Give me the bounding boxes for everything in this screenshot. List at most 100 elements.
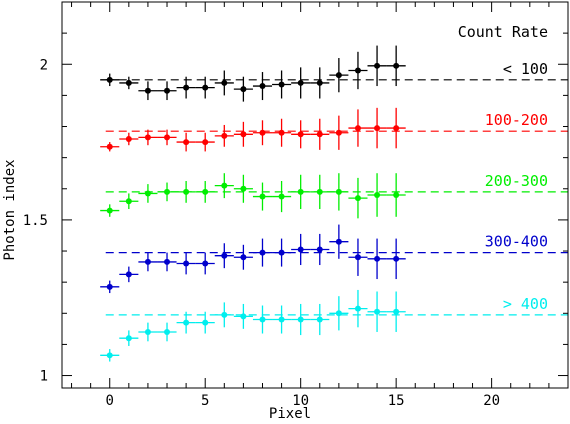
data-point: [106, 283, 113, 290]
x-tick-label: 0: [106, 393, 114, 409]
data-point: [374, 192, 381, 198]
legend-title: Count Rate: [458, 23, 548, 41]
data-point: [259, 249, 266, 256]
data-point: [164, 134, 171, 141]
data-point: [374, 62, 381, 69]
x-tick-label: 15: [388, 393, 405, 409]
x-tick-label: 20: [483, 393, 500, 409]
data-point: [221, 182, 228, 189]
y-axis-label: Photon index: [2, 159, 18, 260]
data-point: [164, 258, 171, 265]
data-point: [354, 305, 361, 312]
data-point: [335, 129, 342, 136]
data-point: [278, 81, 285, 88]
data-point: [144, 87, 151, 94]
y-tick-label: 1: [40, 369, 48, 385]
data-point: [144, 258, 151, 265]
data-point: [164, 188, 171, 195]
data-point: [240, 254, 247, 261]
data-point: [278, 193, 285, 200]
data-point: [106, 352, 113, 359]
data-point: [354, 254, 361, 261]
data-point: [202, 260, 209, 267]
data-point: [259, 83, 266, 90]
data-point: [316, 131, 323, 138]
data-point: [202, 84, 209, 91]
data-point: [125, 271, 132, 278]
data-point: [297, 246, 304, 253]
data-point: [221, 311, 228, 318]
data-point: [354, 195, 361, 202]
data-point: [259, 129, 266, 136]
data-point: [221, 252, 228, 259]
data-point: [335, 72, 342, 79]
data-point: [297, 131, 304, 138]
labels-layer: Pixel Photon index Count Rate: [2, 23, 548, 422]
y-tick-label: 1.5: [23, 213, 48, 229]
data-point: [278, 316, 285, 323]
x-tick-label: 10: [292, 393, 309, 409]
data-point: [183, 84, 190, 91]
data-point: [374, 125, 381, 132]
data-point: [354, 125, 361, 132]
data-point: [316, 316, 323, 323]
data-point: [297, 79, 304, 86]
plot-frame: [61, 1, 569, 389]
data-point: [221, 132, 228, 139]
data-point: [125, 79, 132, 86]
data-point: [297, 316, 304, 323]
data-point: [144, 190, 151, 197]
data-point: [106, 207, 113, 214]
legend-label: 300-400: [485, 233, 548, 251]
data-point: [393, 255, 400, 262]
data-points-layer: [100, 45, 406, 362]
data-point: [125, 198, 132, 205]
data-point: [335, 238, 342, 245]
data-point: [240, 313, 247, 320]
axes-layer: 0 5 10 15 20 1 1.5 2: [23, 1, 569, 409]
data-point: [106, 143, 113, 150]
data-point: [183, 319, 190, 326]
legend-label: 100-200: [485, 111, 548, 129]
data-point: [240, 131, 247, 138]
data-point: [221, 79, 228, 86]
legend-label: 200-300: [485, 172, 548, 190]
data-point: [202, 139, 209, 146]
data-point: [144, 328, 151, 335]
data-point: [335, 188, 342, 195]
legend-label: > 400: [503, 295, 548, 313]
data-point: [393, 192, 400, 198]
data-point: [316, 79, 323, 86]
data-point: [316, 246, 323, 253]
data-point: [125, 335, 132, 342]
x-axis-label: Pixel: [269, 406, 311, 422]
data-point: [259, 316, 266, 323]
data-point: [125, 135, 132, 142]
data-point: [183, 188, 190, 195]
data-point: [335, 310, 342, 317]
reference-lines-layer: < 100 100-200 200-300 300-400 > 400: [105, 60, 568, 316]
data-point: [374, 255, 381, 262]
data-point: [183, 260, 190, 267]
data-point: [259, 193, 266, 200]
data-point: [144, 134, 151, 141]
data-point: [240, 86, 247, 93]
data-point: [164, 328, 171, 335]
data-point: [202, 319, 209, 326]
data-point: [278, 129, 285, 136]
data-point: [393, 125, 400, 132]
data-point: [240, 185, 247, 192]
data-point: [393, 308, 400, 315]
data-point: [183, 139, 190, 146]
x-tick-label: 5: [201, 393, 209, 409]
data-point: [297, 188, 304, 195]
data-point: [202, 188, 209, 195]
data-point: [278, 249, 285, 256]
data-point: [164, 87, 171, 94]
data-point: [393, 62, 400, 69]
legend-label: < 100: [503, 60, 548, 78]
data-point: [374, 308, 381, 315]
data-point: [354, 67, 361, 74]
